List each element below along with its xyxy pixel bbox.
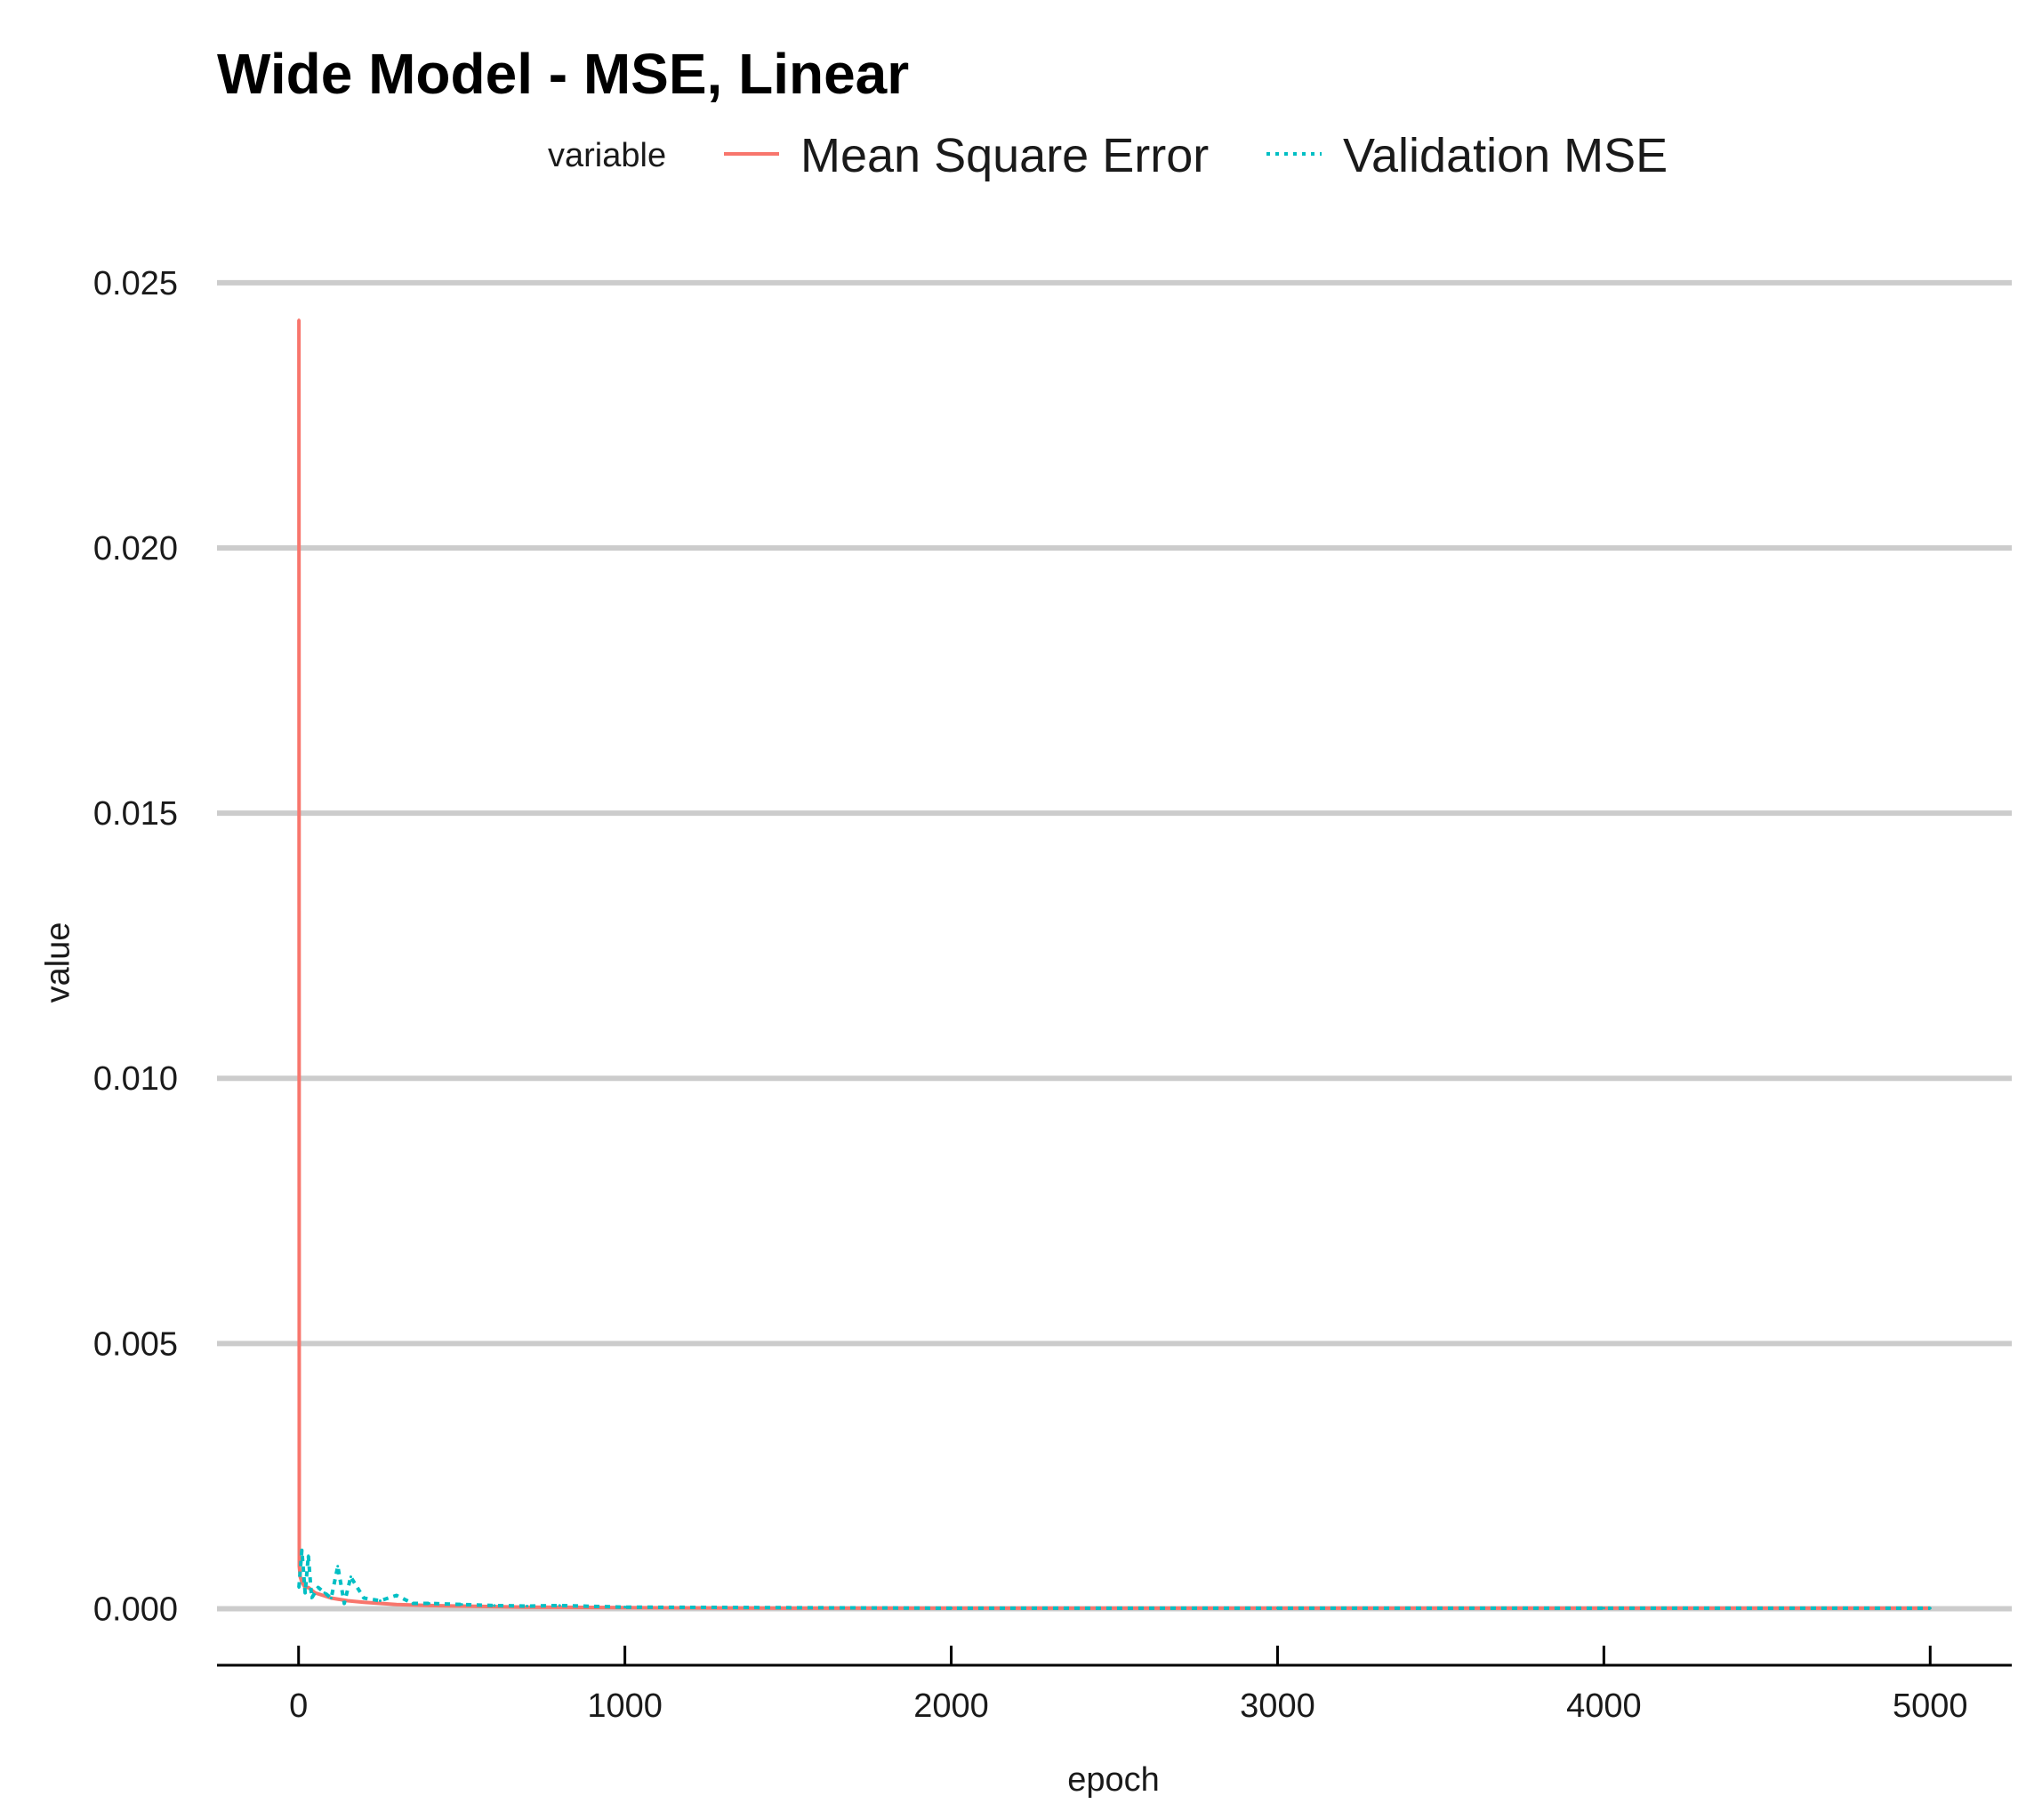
data-point-validation-mse — [303, 1591, 307, 1595]
data-point-validation-mse — [395, 1594, 398, 1598]
data-point-validation-mse — [1928, 1607, 1932, 1610]
data-point-validation-mse — [297, 1586, 301, 1590]
y-tick-label: 0.000 — [93, 1590, 178, 1628]
data-point-validation-mse — [1602, 1607, 1605, 1610]
data-point-validation-mse — [349, 1575, 352, 1579]
data-point-mse — [362, 1600, 366, 1604]
y-tick-label: 0.010 — [93, 1060, 178, 1098]
data-point-validation-mse — [329, 1597, 333, 1600]
data-point-validation-mse — [558, 1604, 561, 1607]
x-axis-title: epoch — [1067, 1761, 1160, 1799]
data-point-validation-mse — [378, 1599, 382, 1603]
data-point-mse — [297, 318, 301, 322]
legend-label-mse: Mean Square Error — [800, 129, 1210, 182]
x-tick-label: 2000 — [913, 1687, 989, 1725]
series-line-mse — [297, 319, 1931, 1610]
data-point-validation-mse — [950, 1607, 953, 1610]
data-point-mse — [395, 1603, 398, 1607]
data-point-validation-mse — [786, 1606, 790, 1609]
data-point-validation-mse — [336, 1565, 340, 1568]
axis-layer: 0.000 0.005 0.010 0.015 0.020 0.025 0 1000 2000 3… — [93, 265, 2012, 1725]
data-point-validation-mse — [323, 1591, 326, 1595]
data-point-mse — [346, 1599, 350, 1603]
y-tick-label: 0.025 — [93, 265, 178, 302]
data-point-mse — [307, 1586, 310, 1590]
legend-key-validation-mse — [1266, 152, 1322, 156]
x-tick-label: 3000 — [1240, 1687, 1315, 1725]
y-tick-label: 0.005 — [93, 1325, 178, 1363]
x-tick-label: 1000 — [587, 1687, 663, 1725]
x-tick-label: 4000 — [1566, 1687, 1642, 1725]
data-point-validation-mse — [411, 1601, 414, 1605]
data-point-validation-mse — [310, 1597, 313, 1600]
data-point-validation-mse — [317, 1586, 320, 1590]
legend-label-validation-mse: Validation MSE — [1343, 129, 1668, 182]
data-point-validation-mse — [307, 1554, 310, 1558]
data-point-mse — [321, 1594, 325, 1598]
y-axis-title: value — [39, 922, 77, 1003]
legend: variable Mean Square Error Validation MS… — [0, 125, 2042, 187]
grid-layer — [217, 279, 2012, 1612]
data-point-validation-mse — [427, 1601, 430, 1605]
data-point-validation-mse — [300, 1549, 303, 1552]
x-tick-label: 5000 — [1893, 1687, 1968, 1725]
data-point-validation-mse — [460, 1603, 463, 1607]
data-point-validation-mse — [526, 1604, 529, 1607]
chart-title: Wide Model - MSE, Linear — [217, 42, 910, 106]
series-line-validation-mse — [297, 1548, 1931, 1610]
data-point-validation-mse — [342, 1601, 346, 1605]
y-tick-label: 0.020 — [93, 530, 178, 568]
data-point-validation-mse — [362, 1597, 366, 1600]
data-point-validation-mse — [623, 1606, 627, 1609]
data-point-validation-mse — [493, 1604, 496, 1607]
x-tick-label: 0 — [289, 1687, 308, 1725]
series-layer — [297, 318, 1932, 1610]
legend-title: variable — [548, 137, 667, 174]
y-tick-label: 0.015 — [93, 795, 178, 833]
data-point-validation-mse — [1275, 1607, 1279, 1610]
legend-key-mse — [724, 152, 779, 156]
